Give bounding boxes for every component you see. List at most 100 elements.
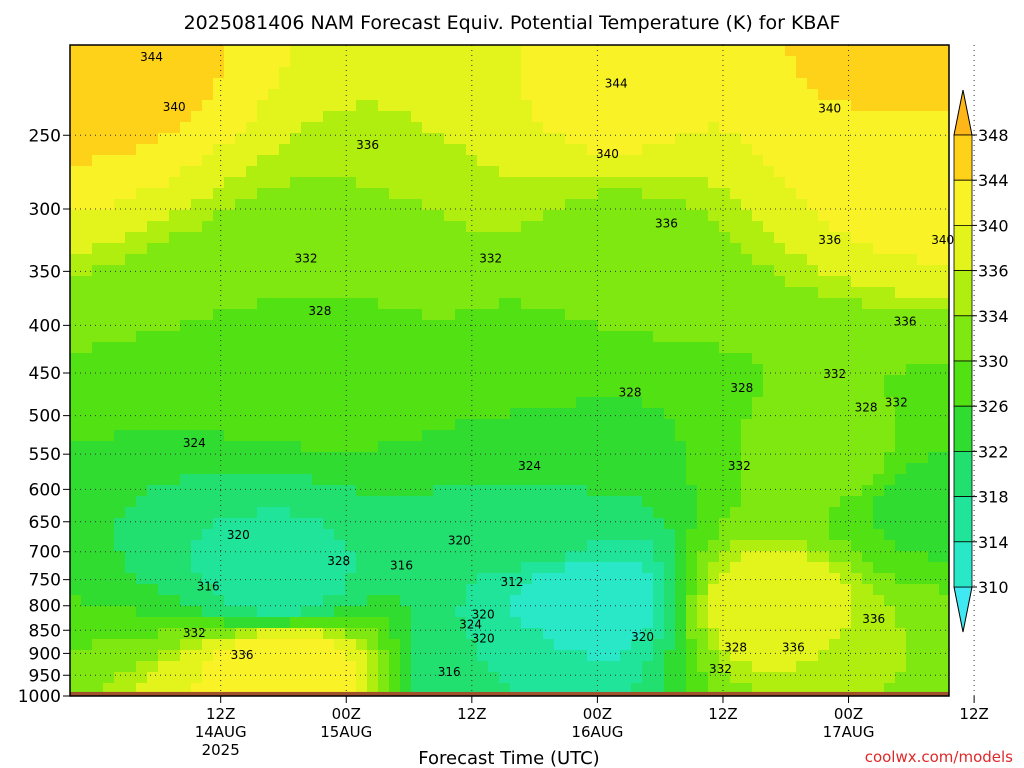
field-cell (763, 584, 775, 596)
field-cell (356, 67, 368, 79)
field-cell (719, 331, 731, 343)
field-cell (642, 551, 654, 563)
field-cell (356, 276, 368, 288)
field-cell (125, 672, 137, 684)
field-cell (81, 342, 93, 354)
field-cell (268, 573, 280, 585)
field-cell (455, 210, 467, 222)
field-cell (499, 122, 511, 134)
field-cell (389, 529, 401, 541)
field-cell (829, 309, 841, 321)
field-cell (840, 485, 852, 497)
field-cell (235, 628, 247, 640)
field-cell (829, 485, 841, 497)
field-cell (499, 529, 511, 541)
field-cell (114, 353, 126, 365)
field-cell (532, 89, 544, 101)
field-cell (609, 463, 621, 475)
field-cell (510, 364, 522, 376)
field-cell (609, 683, 621, 695)
field-cell (389, 298, 401, 310)
field-cell (543, 320, 555, 332)
field-cell (895, 155, 907, 167)
field-cell (422, 166, 434, 178)
field-cell (543, 485, 555, 497)
field-cell (301, 221, 313, 233)
field-cell (719, 507, 731, 519)
field-cell (730, 287, 742, 299)
field-cell (103, 606, 115, 618)
field-cell (279, 408, 291, 420)
field-cell (587, 276, 599, 288)
field-cell (378, 67, 390, 79)
field-cell (642, 221, 654, 233)
field-cell (477, 56, 489, 68)
contour-label: 328 (308, 304, 331, 318)
field-cell (367, 518, 379, 530)
field-cell (169, 617, 181, 629)
field-cell (92, 320, 104, 332)
field-cell (653, 232, 665, 244)
field-cell (323, 177, 335, 189)
x-tick-label: 00Z (834, 705, 863, 723)
field-cell (928, 89, 940, 101)
field-cell (609, 485, 621, 497)
field-cell (389, 232, 401, 244)
field-cell (114, 45, 126, 57)
field-cell (686, 177, 698, 189)
field-cell (323, 441, 335, 453)
field-cell (323, 661, 335, 673)
field-cell (213, 463, 225, 475)
field-cell (917, 617, 929, 629)
field-cell (642, 397, 654, 409)
field-cell (400, 628, 412, 640)
field-cell (213, 232, 225, 244)
field-cell (466, 617, 478, 629)
field-cell (917, 540, 929, 552)
field-cell (565, 133, 577, 145)
field-cell (378, 617, 390, 629)
field-cell (576, 265, 588, 277)
field-cell (675, 221, 687, 233)
field-cell (774, 441, 786, 453)
field-cell (752, 518, 764, 530)
field-cell (433, 573, 445, 585)
field-cell (444, 529, 456, 541)
field-cell (466, 78, 478, 90)
field-cell (642, 254, 654, 266)
field-cell (455, 606, 467, 618)
field-cell (147, 408, 159, 420)
field-cell (279, 166, 291, 178)
field-cell (224, 56, 236, 68)
field-cell (422, 111, 434, 123)
field-cell (807, 100, 819, 112)
field-cell (158, 177, 170, 189)
field-cell (774, 397, 786, 409)
field-cell (433, 243, 445, 255)
field-cell (136, 562, 148, 574)
field-cell (389, 210, 401, 222)
field-cell (917, 155, 929, 167)
field-cell (686, 386, 698, 398)
field-cell (81, 199, 93, 211)
field-cell (785, 166, 797, 178)
field-cell (653, 188, 665, 200)
field-cell (367, 683, 379, 695)
field-cell (378, 56, 390, 68)
field-cell (719, 463, 731, 475)
field-cell (642, 562, 654, 574)
field-cell (136, 485, 148, 497)
field-cell (147, 474, 159, 486)
field-cell (466, 232, 478, 244)
field-cell (807, 628, 819, 640)
field-cell (136, 419, 148, 431)
field-cell (906, 221, 918, 233)
field-cell (235, 463, 247, 475)
field-cell (917, 67, 929, 79)
field-cell (675, 430, 687, 442)
field-cell (796, 606, 808, 618)
field-cell (873, 518, 885, 530)
field-cell (664, 573, 676, 585)
field-cell (741, 111, 753, 123)
field-cell (686, 485, 698, 497)
